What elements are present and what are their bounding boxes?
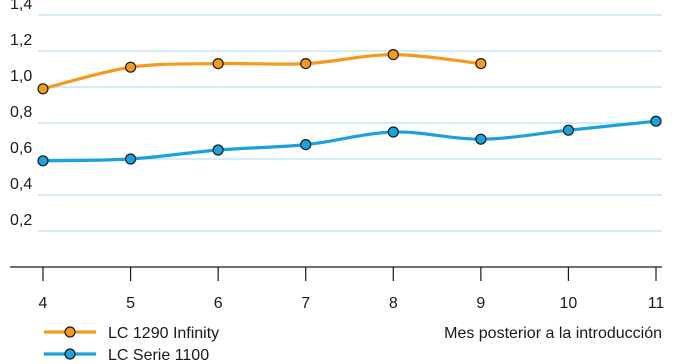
- data-point: [212, 57, 224, 70]
- y-tick-label: 0,4: [10, 176, 32, 193]
- y-axis-ticks: 0,2 0,4 0,6 0,8 1,0 1,2 1,4: [10, 0, 32, 229]
- x-tick-label: 4: [39, 295, 48, 312]
- data-point: [650, 115, 662, 127]
- data-point: [300, 57, 312, 70]
- x-tick-label: 5: [126, 295, 135, 312]
- y-tick-label: 0,8: [10, 104, 32, 121]
- x-tick-label: 8: [389, 295, 398, 312]
- legend-label: LC Serie 1100: [108, 347, 209, 364]
- y-tick-label: 0,2: [10, 212, 32, 229]
- data-point: [387, 126, 399, 138]
- gridlines: [38, 14, 662, 232]
- y-tick-label: 1,2: [10, 32, 32, 49]
- series-layer: [37, 48, 662, 167]
- data-point: [562, 124, 575, 136]
- data-point: [475, 57, 487, 70]
- y-tick-label: 1,0: [10, 68, 32, 85]
- x-tick-label: 6: [214, 295, 223, 312]
- x-tick-label: 10: [560, 295, 578, 312]
- y-tick-label: 1,4: [10, 0, 32, 13]
- legend: LC 1290 Infinity LC Serie 1100: [44, 325, 219, 364]
- data-point: [475, 133, 487, 145]
- legend-swatch-marker: [64, 348, 76, 360]
- x-tick-label: 9: [476, 295, 485, 312]
- x-tick-label: 11: [648, 295, 665, 312]
- y-tick-label: 0,6: [10, 140, 32, 157]
- data-point: [124, 61, 137, 73]
- data-point: [212, 144, 224, 156]
- legend-label: LC 1290 Infinity: [108, 325, 219, 342]
- series-line-1: [41, 119, 658, 163]
- data-point: [124, 153, 137, 165]
- x-tick-label: 7: [301, 295, 310, 312]
- legend-swatch-marker: [64, 326, 76, 338]
- data-point: [37, 83, 49, 95]
- series-line-0: [41, 53, 483, 91]
- x-axis: 4 5 6 7 8 9 10 11: [10, 266, 665, 312]
- data-point: [387, 48, 399, 61]
- data-point: [300, 139, 312, 151]
- x-axis-title: Mes posterior a la introducción: [444, 325, 662, 342]
- data-point: [37, 155, 49, 167]
